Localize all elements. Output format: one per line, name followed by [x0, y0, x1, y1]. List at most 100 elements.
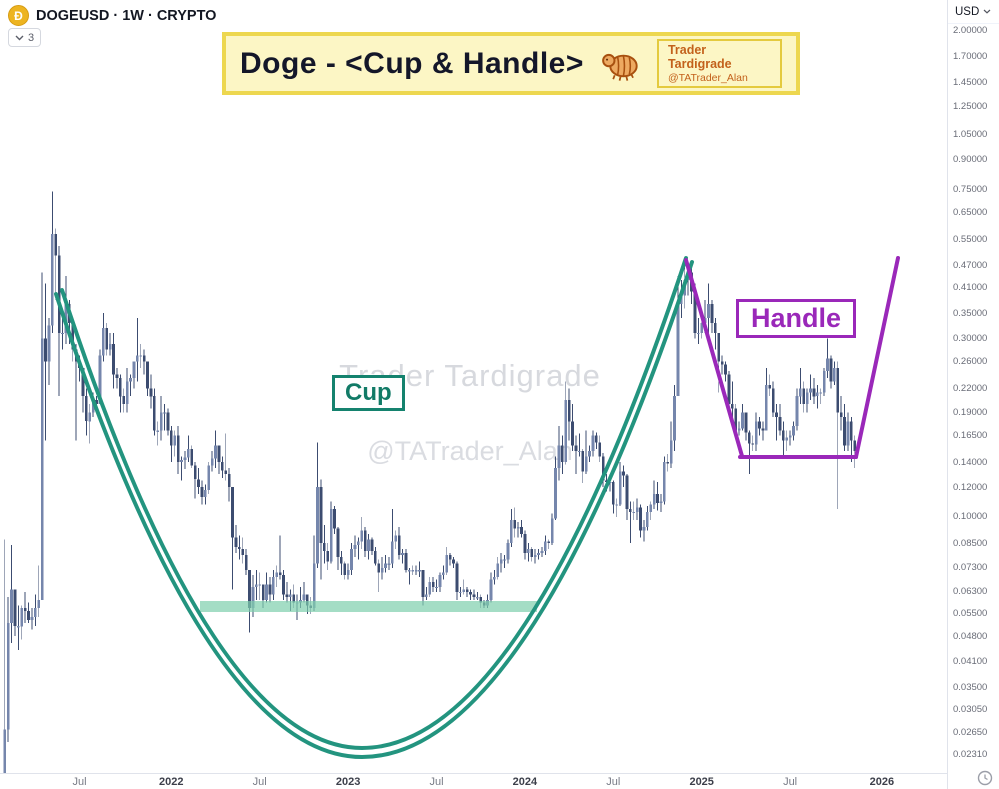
price-scale[interactable]: USD 2.00000 1.70000 1.45000 1.25000 1.05000 0…: [947, 0, 999, 789]
candle-body: [356, 541, 360, 546]
clock-icon[interactable]: [977, 770, 993, 786]
candle-body: [207, 465, 211, 490]
candle-body: [696, 333, 700, 335]
time-tick-label: 2026: [869, 776, 895, 788]
candle-body: [333, 508, 336, 529]
time-tick-label: 2024: [512, 776, 538, 788]
candle-body: [210, 458, 214, 466]
candle-body: [503, 559, 506, 561]
candle-body: [469, 591, 472, 595]
candle-body: [30, 616, 34, 620]
candle-body: [122, 396, 126, 405]
price-tick-label: 0.30000: [953, 332, 988, 344]
candle-body: [751, 443, 755, 445]
currency-toggle-button[interactable]: USD: [948, 0, 999, 24]
candle-body: [506, 543, 510, 560]
price-tick-label: 0.05500: [953, 608, 988, 620]
support-zone-drawing[interactable]: [200, 601, 537, 612]
candle-body: [227, 474, 231, 488]
candle-body: [730, 404, 734, 409]
candle-body: [632, 512, 636, 514]
candle-body: [159, 412, 163, 431]
handle-label[interactable]: Handle: [736, 299, 857, 339]
candle-body: [781, 430, 785, 441]
candle-body: [795, 396, 799, 426]
candle-body: [431, 581, 435, 587]
candle-body: [139, 355, 143, 357]
candle-body: [71, 322, 75, 350]
cup-curve-path: [60, 256, 688, 751]
price-tick-label: 0.02650: [953, 727, 988, 739]
candle-body: [656, 494, 659, 503]
price-tick-label: 0.03500: [953, 681, 988, 693]
candle-body: [91, 400, 95, 413]
candle-body: [428, 581, 432, 595]
candle-body: [214, 445, 217, 459]
price-tick-label: 2.00000: [953, 24, 988, 36]
candle-body: [285, 594, 289, 598]
candle-body: [458, 591, 462, 594]
candle-body: [843, 416, 846, 446]
candle-body: [135, 355, 139, 362]
candle-body: [61, 333, 64, 335]
candle-body: [322, 543, 326, 551]
candle-body: [220, 462, 224, 471]
candle-body: [278, 572, 282, 575]
price-tick-label: 0.75000: [953, 183, 988, 195]
candle-body: [747, 432, 751, 444]
candle-body: [234, 537, 238, 548]
candle-body: [775, 412, 778, 417]
candle-body: [44, 338, 47, 362]
candle-body: [129, 378, 132, 382]
handle-lines-drawing[interactable]: [684, 256, 900, 459]
price-tick-label: 0.04800: [953, 630, 988, 642]
candle-body: [142, 355, 146, 362]
candle-body: [390, 541, 394, 564]
candle-body: [448, 555, 452, 560]
candle-body: [839, 412, 843, 417]
candle-body: [802, 388, 806, 405]
price-tick-label: 0.08500: [953, 537, 988, 549]
candle-body: [594, 435, 598, 443]
candle-body: [312, 563, 316, 609]
price-tick-label: 0.02310: [953, 749, 988, 761]
price-tick-label: 0.16500: [953, 429, 988, 441]
title-banner[interactable]: Doge - <Cup & Handle> Trader Tardigrade …: [222, 32, 800, 95]
candle-body: [180, 459, 183, 463]
candle-body: [509, 520, 513, 544]
candle-body: [846, 421, 850, 446]
candle-body: [764, 385, 768, 431]
candle-body: [649, 504, 653, 512]
candle-body: [707, 304, 710, 318]
banner-credit-name: Trader Tardigrade: [667, 43, 732, 71]
candle-body: [258, 584, 262, 586]
price-tick-label: 1.70000: [953, 50, 988, 62]
candle-body: [622, 471, 625, 476]
candle-body: [581, 450, 585, 472]
candle-body: [798, 388, 802, 397]
candle-body: [149, 388, 153, 397]
candle-body: [822, 371, 826, 393]
candle-body: [407, 570, 411, 572]
symbol-title[interactable]: DOGEUSD · 1W · CRYPTO: [36, 7, 217, 24]
candle-body: [805, 392, 809, 405]
cup-label[interactable]: Cup: [332, 375, 405, 411]
candle-body: [173, 435, 177, 446]
candle-body: [394, 535, 398, 542]
candle-body: [57, 255, 61, 333]
cup-curve-drawing[interactable]: [54, 256, 694, 760]
candle-body: [380, 567, 384, 573]
candle-body: [662, 462, 666, 502]
object-tree-badge[interactable]: 3: [8, 28, 42, 47]
candle-body: [741, 412, 744, 429]
candle-body: [465, 589, 469, 592]
time-scale[interactable]: Jul 2022 Jul 2023 Jul 2024 Jul 2025 Jul 2026: [0, 773, 947, 789]
chart-plot-area[interactable]: [0, 0, 947, 773]
candle-body: [186, 448, 190, 458]
candle-body: [265, 584, 268, 600]
candle-body: [6, 623, 10, 730]
price-tick-label: 0.06300: [953, 586, 988, 598]
candle-body: [652, 494, 656, 505]
symbol-legend: Ð DOGEUSD · 1W · CRYPTO: [8, 5, 216, 26]
candle-body: [224, 470, 228, 475]
